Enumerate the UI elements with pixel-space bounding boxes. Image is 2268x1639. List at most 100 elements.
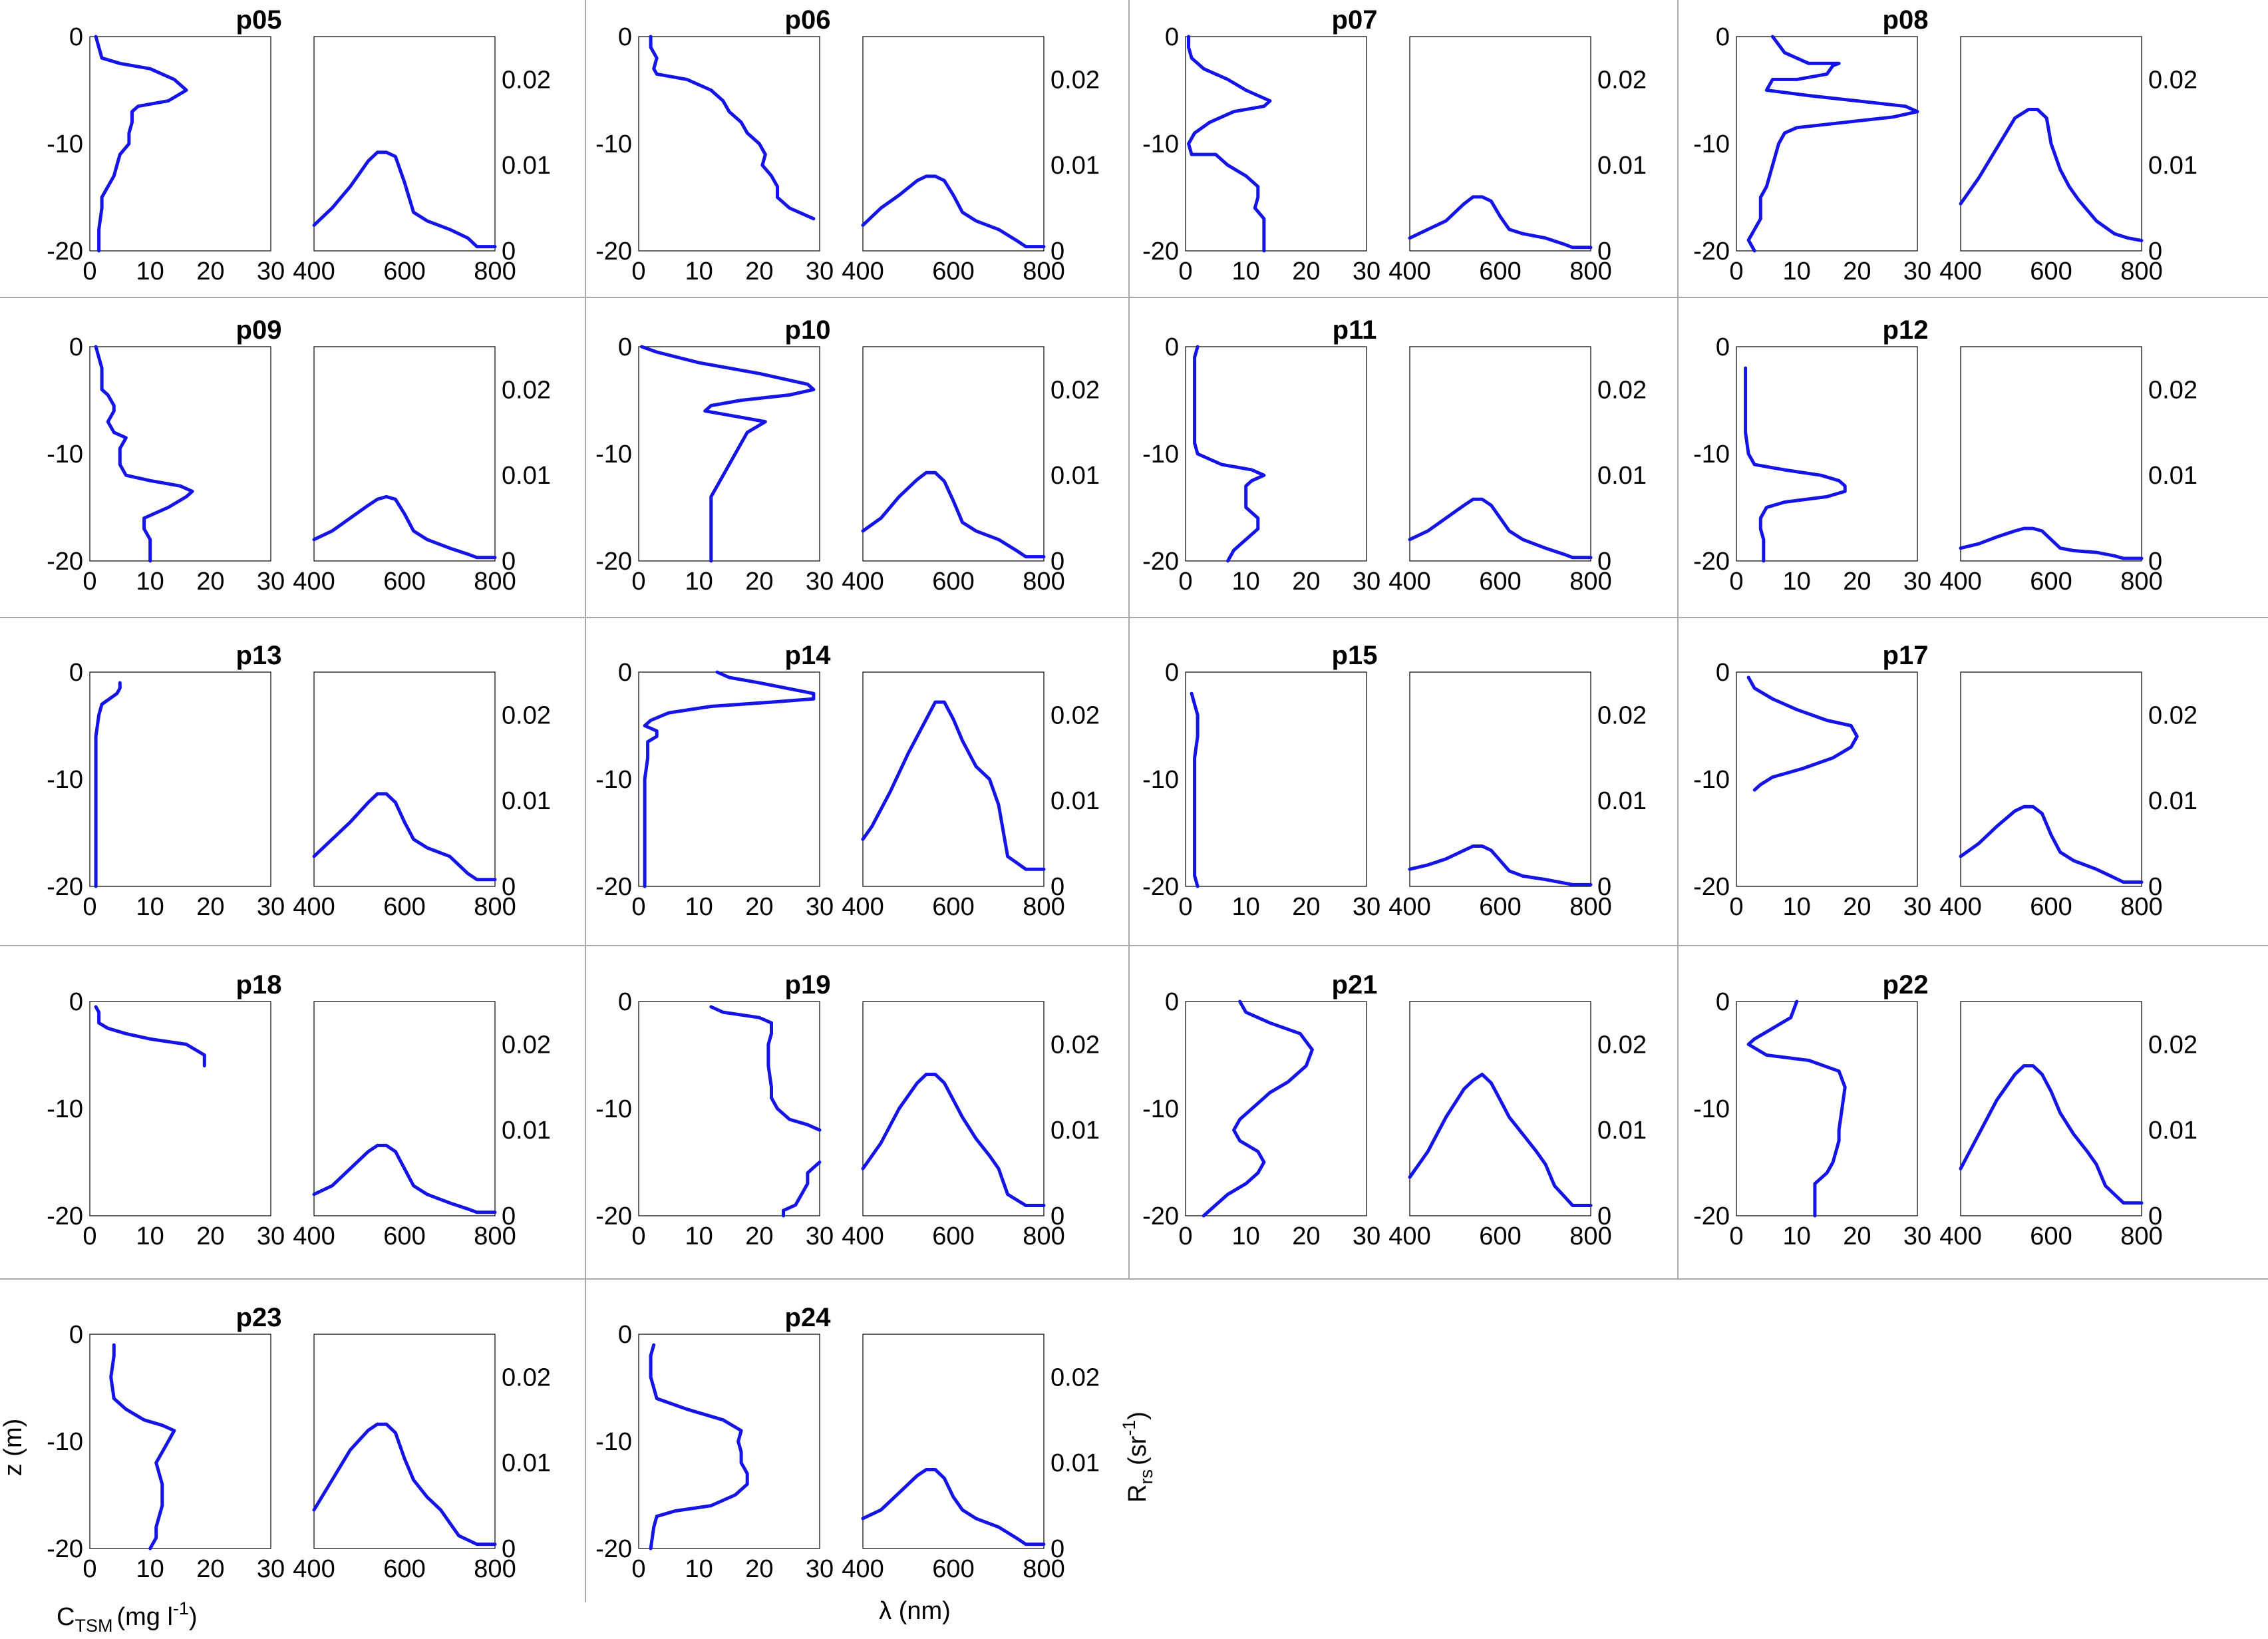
spectrum-x-tick: 400 bbox=[842, 893, 884, 921]
spectrum-x-tick: 600 bbox=[932, 1222, 974, 1250]
spectrum-y-tick: 0.02 bbox=[1597, 66, 1647, 94]
profile-y-tick: 0 bbox=[1165, 988, 1179, 1016]
spectrum-y-tick: 0 bbox=[1051, 1202, 1064, 1230]
ctsm-profile-line bbox=[643, 670, 816, 888]
profile-y-tick: 0 bbox=[1165, 659, 1179, 687]
spectrum-x-tick: 400 bbox=[1388, 568, 1430, 596]
spectrum-axes-frame bbox=[313, 346, 496, 562]
spectrum-axes-frame bbox=[862, 1334, 1045, 1549]
profile-axes-frame bbox=[638, 671, 820, 887]
spectrum-axes-frame bbox=[1409, 36, 1591, 252]
spectrum-x-tick: 600 bbox=[932, 258, 974, 285]
profile-x-tick: 30 bbox=[257, 1222, 285, 1250]
profile-x-tick: 30 bbox=[257, 568, 285, 596]
spectrum-y-tick: 0 bbox=[2148, 873, 2162, 901]
profile-y-tick: -10 bbox=[1142, 766, 1179, 794]
rrs-spectrum-line bbox=[312, 494, 497, 560]
profile-x-tick: 30 bbox=[1903, 893, 1931, 921]
profile-y-tick: -20 bbox=[47, 1202, 83, 1230]
spectrum-x-tick: 600 bbox=[932, 1555, 974, 1583]
spectrum-y-tick: 0 bbox=[2148, 1202, 2162, 1230]
spectrum-y-tick: 0.02 bbox=[1597, 1031, 1647, 1059]
spectrum-y-tick: 0.01 bbox=[1597, 787, 1647, 815]
rrs-label-sub: rs bbox=[1136, 1469, 1156, 1485]
profile-y-tick: -20 bbox=[1693, 873, 1730, 901]
profile-x-tick: 30 bbox=[257, 258, 285, 285]
spectrum-y-tick: 0 bbox=[1051, 548, 1064, 576]
profile-x-tick: 30 bbox=[257, 893, 285, 921]
spectrum-x-tick: 600 bbox=[383, 893, 425, 921]
spectrum-x-tick: 800 bbox=[1023, 893, 1064, 921]
spectrum-x-tick: 600 bbox=[932, 893, 974, 921]
profile-x-tick: 20 bbox=[196, 568, 224, 596]
profile-x-tick: 10 bbox=[1783, 893, 1811, 921]
spectrum-x-tick: 600 bbox=[2030, 568, 2072, 596]
spectrum-y-tick: 0 bbox=[1051, 1535, 1064, 1563]
profile-x-tick: 20 bbox=[1843, 568, 1871, 596]
profile-y-tick: 0 bbox=[1716, 333, 1730, 361]
profile-x-tick: 0 bbox=[1729, 893, 1743, 921]
profile-x-tick: 10 bbox=[136, 568, 164, 596]
ctsm-profile-line bbox=[1202, 1000, 1314, 1218]
rrs-label-unit: (sr bbox=[1124, 1435, 1152, 1465]
spectrum-x-tick: 800 bbox=[2120, 893, 2162, 921]
spectrum-y-tick: 0.01 bbox=[2148, 152, 2197, 180]
spectrum-y-tick: 0.01 bbox=[502, 462, 551, 490]
spectrum-y-tick: 0.01 bbox=[1051, 787, 1100, 815]
profile-x-tick: 10 bbox=[685, 1555, 713, 1583]
spectrum-x-tick: 800 bbox=[1569, 258, 1611, 285]
profile-x-tick: 30 bbox=[1903, 1222, 1931, 1250]
spectrum-y-tick: 0.01 bbox=[2148, 787, 2197, 815]
spectrum-y-tick: 0 bbox=[2148, 548, 2162, 576]
panel-title: p08 bbox=[1883, 5, 1929, 35]
lambda-axis-label: λ (nm) bbox=[879, 1597, 951, 1625]
spectrum-x-tick: 400 bbox=[293, 258, 335, 285]
spectrum-y-tick: 0.01 bbox=[1597, 152, 1647, 180]
spectrum-x-tick: 400 bbox=[1388, 258, 1430, 285]
rrs-spectrum-line bbox=[312, 1422, 497, 1547]
rrs-spectrum-line bbox=[1408, 497, 1593, 560]
rrs-spectrum-line bbox=[1408, 195, 1593, 250]
spectrum-x-tick: 800 bbox=[474, 893, 516, 921]
profile-axes-frame bbox=[1185, 671, 1367, 887]
profile-axes-frame bbox=[89, 36, 271, 252]
spectrum-axes-frame bbox=[1409, 671, 1591, 887]
spectrum-x-tick: 600 bbox=[2030, 1222, 2072, 1250]
profile-axes-frame bbox=[638, 346, 820, 562]
spectrum-x-tick: 600 bbox=[2030, 893, 2072, 921]
profile-x-tick: 10 bbox=[1232, 893, 1260, 921]
profile-y-tick: -20 bbox=[47, 1535, 83, 1563]
profile-y-tick: -20 bbox=[1142, 548, 1179, 576]
rrs-spectrum-line bbox=[1408, 1073, 1593, 1207]
profile-y-tick: 0 bbox=[1165, 333, 1179, 361]
profile-y-tick: 0 bbox=[69, 659, 83, 687]
rrs-spectrum-line bbox=[861, 1073, 1046, 1207]
ctsm-profile-line bbox=[640, 345, 816, 563]
profile-axes-frame bbox=[1185, 346, 1367, 562]
panel-title: p12 bbox=[1883, 315, 1929, 345]
spectrum-y-tick: 0.02 bbox=[1051, 66, 1100, 94]
profile-x-tick: 20 bbox=[1843, 1222, 1871, 1250]
spectrum-axes-frame bbox=[862, 671, 1045, 887]
spectrum-y-tick: 0.01 bbox=[2148, 1117, 2197, 1145]
spectrum-x-tick: 400 bbox=[842, 568, 884, 596]
profile-y-tick: -10 bbox=[1693, 1095, 1730, 1123]
profile-y-tick: -10 bbox=[595, 130, 632, 158]
profile-x-tick: 0 bbox=[82, 258, 96, 285]
profile-y-tick: -10 bbox=[1142, 1095, 1179, 1123]
ctsm-profile-line bbox=[1744, 366, 1847, 563]
profile-x-tick: 20 bbox=[745, 1222, 773, 1250]
spectrum-x-tick: 600 bbox=[2030, 258, 2072, 285]
panel-title: p19 bbox=[785, 970, 831, 1000]
profile-y-tick: -20 bbox=[595, 1535, 632, 1563]
spectrum-y-tick: 0.02 bbox=[2148, 376, 2197, 404]
spectrum-x-tick: 400 bbox=[842, 258, 884, 285]
profile-axes-frame bbox=[1736, 346, 1918, 562]
profile-x-tick: 10 bbox=[685, 1222, 713, 1250]
